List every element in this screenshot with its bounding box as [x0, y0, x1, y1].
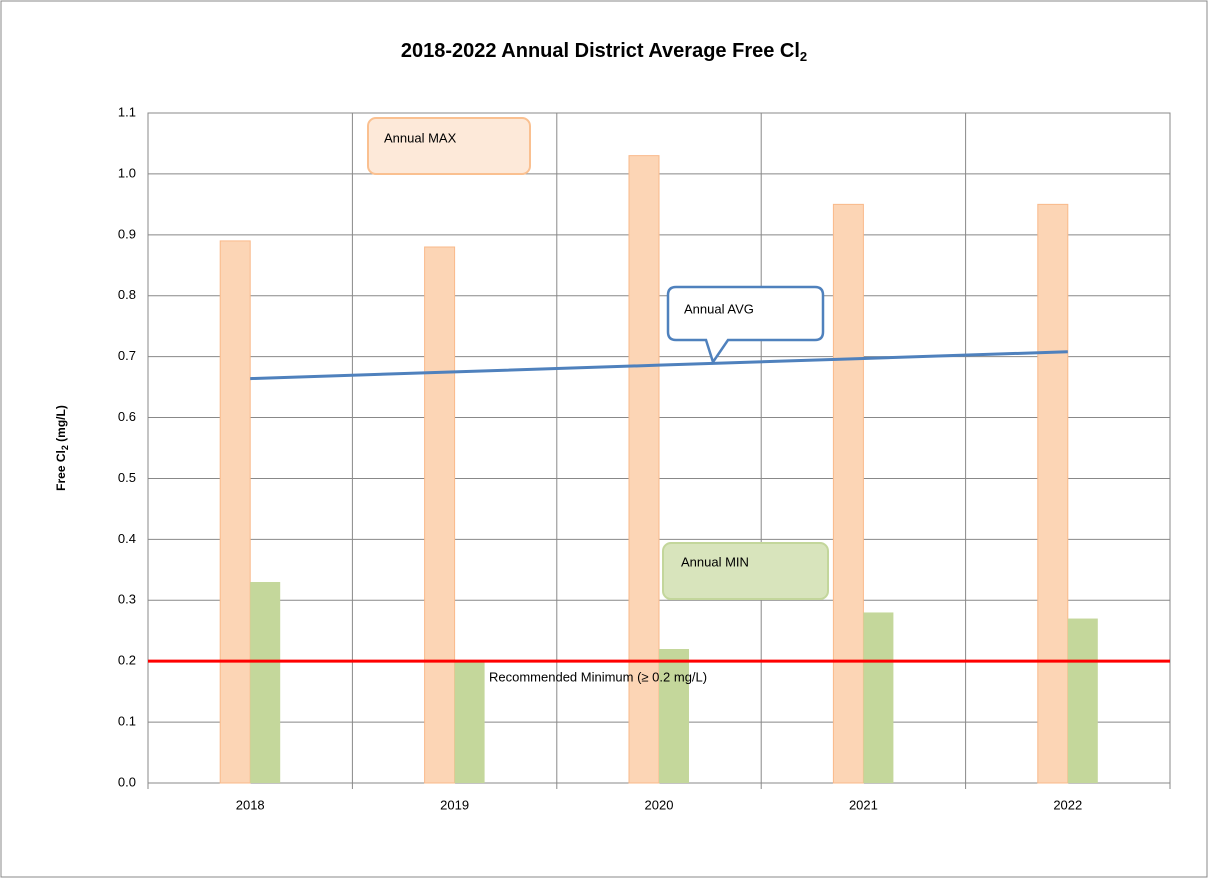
x-tick-label: 2022 [1053, 797, 1082, 812]
bar [1037, 203, 1069, 784]
reference-label: Recommended Minimum (≥ 0.2 mg/L) [489, 670, 707, 685]
callout-avg [666, 285, 825, 365]
bar [628, 155, 660, 784]
bar [250, 582, 281, 783]
avg-line [250, 350, 1068, 381]
x-tick-label: 2020 [645, 797, 674, 812]
title-main: 2018-2022 Annual District Average Free C… [401, 40, 800, 62]
callout-min-text: Annual MIN [681, 554, 749, 569]
bar [832, 203, 864, 784]
bar [219, 240, 251, 784]
y-tick-label: 0.6 [118, 409, 136, 424]
callout-avg-text: Annual AVG [684, 301, 754, 316]
callout-min [662, 542, 829, 600]
y-label-main: Free Cl [54, 450, 68, 491]
y-label-unit: (mg/L) [54, 405, 68, 445]
bar [424, 246, 456, 784]
callout-max-text: Annual MAX [384, 130, 457, 145]
x-tick-label: 2019 [440, 797, 469, 812]
bar [1067, 618, 1098, 783]
bar [454, 661, 485, 783]
y-tick-label: 0.5 [118, 470, 136, 485]
chart-title: 2018-2022 Annual District Average Free C… [401, 40, 807, 64]
y-tick-label: 0.2 [118, 653, 136, 668]
y-tick-label: 0.9 [118, 226, 136, 241]
x-tick-label: 2018 [236, 797, 265, 812]
bar [863, 612, 894, 783]
y-tick-label: 0.3 [118, 592, 136, 607]
y-label-sub: 2 [60, 445, 70, 450]
y-tick-label: 0.1 [118, 714, 136, 729]
y-tick-label: 0.7 [118, 348, 136, 363]
callout-max [367, 117, 531, 175]
y-tick-label: 0.8 [118, 287, 136, 302]
y-tick-label: 1.1 [118, 104, 136, 119]
title-sub: 2 [800, 49, 807, 64]
y-axis-label: Free Cl2 (mg/L) [54, 405, 70, 491]
y-tick-label: 0.0 [118, 774, 136, 789]
x-tick-label: 2021 [849, 797, 878, 812]
y-tick-label: 1.0 [118, 165, 136, 180]
y-tick-label: 0.4 [118, 531, 136, 546]
bar [659, 649, 689, 783]
